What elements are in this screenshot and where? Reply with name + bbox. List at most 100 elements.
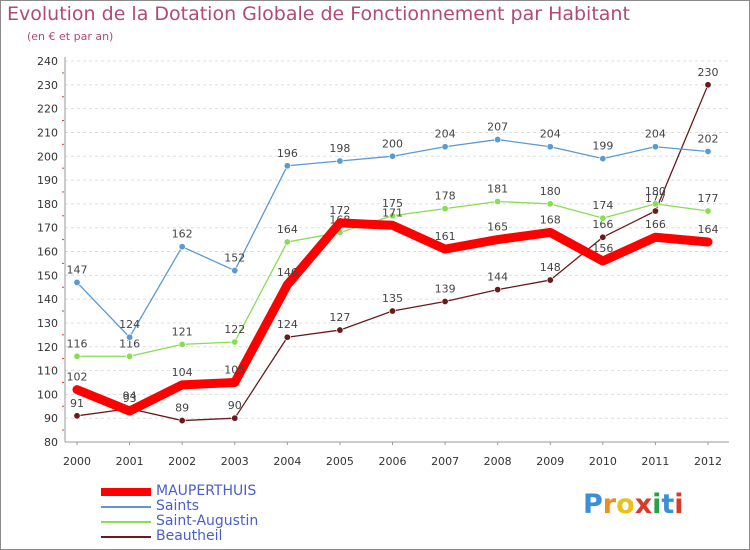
data-label-beautheil-2006: 135	[382, 292, 403, 305]
data-label-saint-augustin-2001: 116	[119, 337, 140, 350]
data-label-saint-augustin-2009: 180	[540, 185, 561, 198]
x-tick-label-2009: 2009	[536, 455, 564, 468]
legend-swatch-mauperthuis	[101, 488, 151, 496]
x-tick-label-2008: 2008	[484, 455, 512, 468]
point-saints-2005	[336, 157, 344, 165]
legend-label-mauperthuis: MAUPERTHUIS	[156, 483, 257, 499]
data-label-mauperthuis-2002: 104	[172, 366, 193, 379]
data-label-saints-2009: 204	[540, 128, 561, 141]
point-beautheil-2000	[73, 412, 81, 420]
data-label-beautheil-2004: 124	[277, 318, 298, 331]
data-label-mauperthuis-2007: 161	[435, 230, 456, 243]
data-label-beautheil-2002: 89	[175, 402, 189, 415]
point-saint-augustin-2006	[388, 212, 396, 220]
point-saint-augustin-2012	[704, 207, 712, 215]
point-beautheil-2012	[704, 81, 712, 89]
x-tick-label-2006: 2006	[379, 455, 407, 468]
point-saints-2007	[441, 143, 449, 151]
point-saints-2002	[178, 243, 186, 251]
y-tick-label-140: 140	[37, 293, 58, 306]
data-label-mauperthuis-2008: 165	[487, 221, 508, 234]
point-saint-augustin-2011	[651, 200, 659, 208]
x-tick-label-2004: 2004	[273, 455, 301, 468]
y-tick-label-200: 200	[37, 150, 58, 163]
point-beautheil-2005	[336, 326, 344, 334]
x-tick-label-2003: 2003	[221, 455, 249, 468]
data-label-saints-2004: 196	[277, 147, 298, 160]
y-tick-label-170: 170	[37, 222, 58, 235]
point-beautheil-2006	[388, 307, 396, 315]
legend-swatch-saints	[101, 506, 151, 508]
data-label-saints-2006: 200	[382, 137, 403, 150]
data-label-mauperthuis-2010: 156	[592, 242, 613, 255]
chart-subtitle: (en € et par an)	[27, 30, 114, 43]
point-saints-2000	[73, 278, 81, 286]
y-tick-label-210: 210	[37, 126, 58, 139]
point-beautheil-2004	[283, 333, 291, 341]
y-tick-label-90: 90	[44, 412, 58, 425]
point-saints-2012	[704, 147, 712, 155]
data-label-mauperthuis-2000: 102	[67, 371, 88, 384]
data-label-mauperthuis-2009: 168	[540, 213, 561, 226]
data-label-beautheil-2001: 94	[123, 390, 137, 403]
legend-swatch-saint-augustin	[101, 521, 151, 523]
point-saints-2004	[283, 162, 291, 170]
point-saints-2003	[231, 267, 239, 275]
point-beautheil-2003	[231, 414, 239, 422]
data-label-saints-2012: 202	[698, 132, 719, 145]
logo-letter: P	[583, 489, 603, 520]
point-saints-2001	[126, 333, 134, 341]
y-tick-label-120: 120	[37, 341, 58, 354]
data-label-beautheil-2009: 148	[540, 261, 561, 274]
x-tick-label-2005: 2005	[326, 455, 354, 468]
data-label-saint-augustin-2010: 174	[592, 199, 613, 212]
y-tick-label-190: 190	[37, 174, 58, 187]
data-label-mauperthuis-2011: 166	[645, 218, 666, 231]
point-saint-augustin-2007	[441, 205, 449, 213]
data-label-beautheil-2005: 127	[329, 311, 350, 324]
data-label-saints-2010: 199	[592, 140, 613, 153]
data-label-saint-augustin-2000: 116	[67, 337, 88, 350]
data-label-saints-2001: 124	[119, 318, 140, 331]
y-tick-label-230: 230	[37, 79, 58, 92]
point-saint-augustin-2008	[494, 197, 502, 205]
logo-letter: r	[602, 489, 617, 520]
data-label-beautheil-2000: 91	[70, 397, 84, 410]
logo-letter: t	[661, 489, 675, 520]
y-tick-label-160: 160	[37, 246, 58, 259]
legend-swatch-beautheil	[101, 536, 151, 538]
data-label-mauperthuis-2004: 146	[277, 266, 298, 279]
data-label-saints-2000: 147	[67, 263, 88, 276]
point-saints-2009	[546, 143, 554, 151]
point-beautheil-2010	[599, 233, 607, 241]
y-tick-label-100: 100	[37, 388, 58, 401]
point-saint-augustin-2001	[126, 352, 134, 360]
point-saints-2006	[388, 152, 396, 160]
y-tick-label-130: 130	[37, 317, 58, 330]
logo-letter: i	[674, 489, 684, 520]
x-tick-label-2001: 2001	[116, 455, 144, 468]
series-saints: 147 124 162 152 196 198 200 204 207 204 199 204 202	[67, 121, 719, 341]
point-beautheil-2007	[441, 298, 449, 306]
logo-letter: x	[634, 489, 653, 520]
logo-letter: o	[616, 489, 635, 520]
data-label-beautheil-2008: 144	[487, 271, 508, 284]
data-label-saints-2005: 198	[329, 142, 350, 155]
data-label-saint-augustin-2003: 122	[224, 323, 245, 336]
x-tick-label-2000: 2000	[63, 455, 91, 468]
point-saint-augustin-2003	[231, 338, 239, 346]
y-tick-label-150: 150	[37, 269, 58, 282]
x-tick-label-2011: 2011	[641, 455, 669, 468]
series-mauperthuis: 102 93 104 105 146 172 171 161 165 168 156 166 164	[67, 204, 719, 416]
point-saint-augustin-2009	[546, 200, 554, 208]
data-label-mauperthuis-2003: 105	[224, 363, 245, 376]
data-label-beautheil-2011: 177	[645, 192, 666, 205]
y-tick-label-110: 110	[37, 365, 58, 378]
data-label-mauperthuis-2001: 93	[123, 392, 137, 405]
point-saint-augustin-2004	[283, 238, 291, 246]
point-beautheil-2011	[651, 207, 659, 215]
data-label-beautheil-2007: 139	[435, 283, 456, 296]
data-label-saints-2003: 152	[224, 252, 245, 265]
x-tick-label-2012: 2012	[694, 455, 722, 468]
